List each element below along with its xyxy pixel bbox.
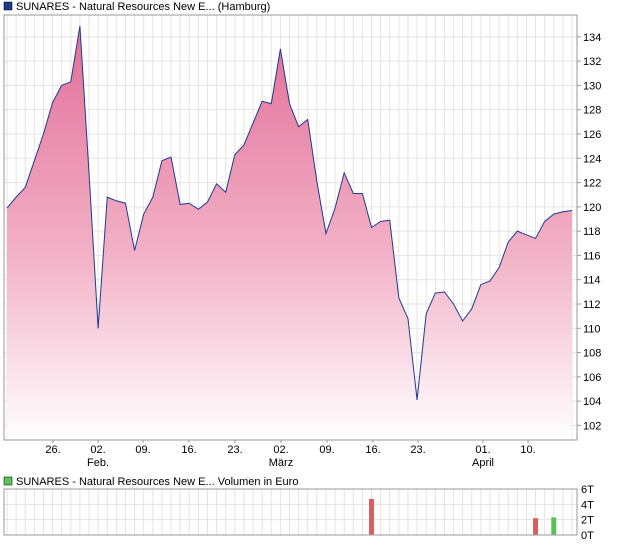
price-y-tick-label: 124 xyxy=(583,153,601,165)
price-y-tick-label: 118 xyxy=(583,226,601,238)
price-y-tick-label: 126 xyxy=(583,129,601,141)
price-y-tick-label: 108 xyxy=(583,348,601,360)
price-x-tick-label: 02. xyxy=(90,444,105,456)
price-y-tick-label: 116 xyxy=(583,250,601,262)
price-x-tick-label: 23. xyxy=(410,444,425,456)
volume-legend-swatch xyxy=(3,476,13,486)
price-y-tick-label: 106 xyxy=(583,372,601,384)
price-y-tick-label: 114 xyxy=(583,275,601,287)
price-x-tick-label: 02. xyxy=(273,444,288,456)
price-y-tick-label: 104 xyxy=(583,396,601,408)
volume-bar xyxy=(551,517,557,535)
price-x-tick-label: 16. xyxy=(365,444,380,456)
price-y-tick-label: 102 xyxy=(583,420,601,432)
volume-bar xyxy=(369,498,375,535)
price-line xyxy=(6,25,573,400)
price-y-tick-label: 112 xyxy=(583,299,601,311)
price-legend-label: SUNARES - Natural Resources New E... (Ha… xyxy=(16,1,270,13)
volume-bars xyxy=(369,498,557,535)
price-x-tick-label: 09. xyxy=(135,444,150,456)
volume-y-tick-label: 2T xyxy=(581,515,594,527)
price-area-fill xyxy=(7,25,572,441)
price-x-tick-label: 09. xyxy=(319,444,334,456)
volume-bar xyxy=(533,518,539,535)
price-x-tick-label: 23. xyxy=(227,444,242,456)
price-x-month-label: Feb. xyxy=(87,457,109,469)
price-plot-frame xyxy=(3,14,578,441)
price-y-tick-label: 122 xyxy=(583,178,601,190)
volume-y-tick-label: 4T xyxy=(581,499,594,511)
price-area xyxy=(6,25,573,441)
price-x-tick-label: 26. xyxy=(45,444,60,456)
price-y-tick-label: 130 xyxy=(583,80,601,92)
price-y-tick-label: 132 xyxy=(583,56,601,68)
price-x-tick-label: 10. xyxy=(520,444,535,456)
price-y-axis: 102 104 106 108 110 112 114 116 118 120 122 124 126 1… xyxy=(577,32,601,432)
volume-grid xyxy=(4,488,577,536)
volume-y-tick-label: 0T xyxy=(581,530,594,542)
price-x-tick-label: 16. xyxy=(181,444,196,456)
volume-legend-label: SUNARES - Natural Resources New E... Vol… xyxy=(16,476,298,488)
volume-plot-frame xyxy=(3,488,578,536)
price-y-tick-label: 120 xyxy=(583,202,601,214)
price-legend-swatch xyxy=(3,1,13,11)
price-y-tick-label: 134 xyxy=(583,32,601,44)
price-y-tick-label: 110 xyxy=(583,323,601,335)
price-x-month-label: April xyxy=(472,457,494,469)
price-x-month-label: März xyxy=(269,457,293,469)
price-y-tick-label: 128 xyxy=(583,105,601,117)
price-x-tick-label: 01. xyxy=(475,444,490,456)
volume-y-axis: 0T 2T 4T 6T xyxy=(581,484,594,542)
volume-y-tick-label: 6T xyxy=(581,484,594,496)
